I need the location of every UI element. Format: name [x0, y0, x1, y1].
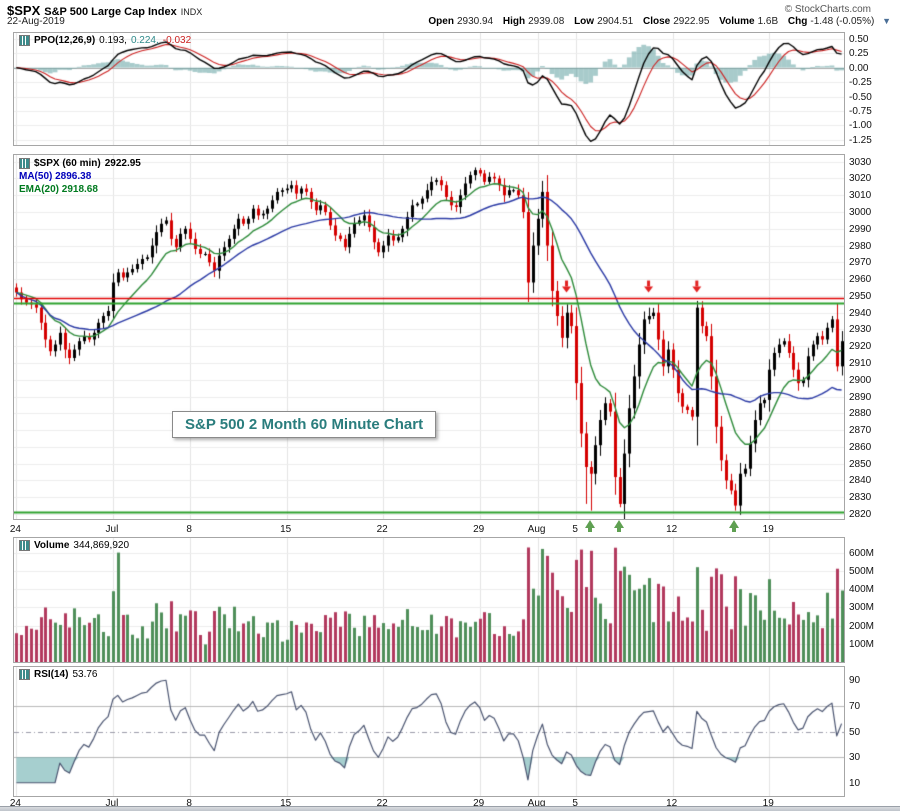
quote-strip: Open 2930.94 High 2939.08 Low 2904.51 Close…: [421, 16, 891, 27]
price-axis-label: 2980: [849, 240, 872, 252]
price-axis-label: 2870: [849, 425, 872, 437]
volume-panel: Volume 344,869,920: [13, 537, 845, 663]
bottom-resize-bar[interactable]: [0, 806, 900, 811]
ppo-axis-label: -1.25: [849, 134, 872, 146]
x-axis-label: 15: [280, 524, 292, 535]
x-axis-label: 29: [473, 524, 485, 535]
price-axis-label: 3030: [849, 156, 872, 168]
green-up-arrow-icon: [613, 520, 624, 532]
price-axis-label: 2880: [849, 408, 872, 420]
volume-axis-label: 300M: [849, 602, 875, 614]
ppo-axis-label: -1.00: [849, 120, 872, 132]
volume-axis-label: 600M: [849, 547, 875, 559]
copyright: © StockCharts.com: [784, 4, 871, 15]
open-value: 2930.94: [456, 16, 494, 27]
price-axis-label: 3000: [849, 207, 872, 219]
header-row-2: 22-Aug-2019 Open 2930.94 High 2939.08 Low 2…: [7, 16, 893, 29]
x-axis-label: Aug: [527, 524, 546, 535]
ppo-axis-label: 0.25: [849, 48, 869, 60]
price-axis-label: 2860: [849, 441, 872, 453]
volume-value: 1.6B: [757, 16, 779, 27]
price-axis-label: 2850: [849, 458, 872, 470]
symbol: $SPX: [7, 3, 41, 18]
price-axis-label: 3020: [849, 173, 872, 185]
rsi-axis-label: 70: [849, 700, 861, 712]
price-axis-label: 2900: [849, 374, 872, 386]
green-up-arrow-icon: [584, 520, 595, 532]
price-axis-label: 2940: [849, 307, 872, 319]
ppo-axis-label: 0.00: [849, 62, 869, 74]
price-axis-label: 2930: [849, 324, 872, 336]
price-axis-label: 2840: [849, 475, 872, 487]
volume-axis-label: 400M: [849, 584, 875, 596]
rsi-panel: RSI(14) 53.76: [13, 666, 845, 797]
exchange: INDX: [180, 7, 203, 17]
price-axis-label: 2950: [849, 290, 872, 302]
x-axis-label: Jul: [105, 524, 119, 535]
ppo-axis-label: -0.50: [849, 91, 872, 103]
x-axis-label: 19: [762, 524, 774, 535]
chg-label: Chg: [787, 16, 808, 27]
rsi-axis-label: 10: [849, 778, 861, 790]
price-panel: $SPX (60 min) 2922.95 MA(50) 2896.38 EMA…: [13, 154, 845, 520]
ppo-axis-label: 0.50: [849, 33, 869, 45]
price-axis-label: 2890: [849, 391, 872, 403]
price-canvas[interactable]: [14, 155, 844, 519]
volume-axis-label: 200M: [849, 620, 875, 632]
rsi-axis-label: 30: [849, 752, 861, 764]
green-up-arrow-icon: [729, 520, 740, 532]
volume-axis-label: 100M: [849, 638, 875, 650]
x-axis-label: 8: [186, 524, 192, 535]
low-label: Low: [574, 16, 595, 27]
x-axis-label: 22: [376, 524, 388, 535]
rsi-axis-label: 90: [849, 674, 861, 686]
price-axis-label: 2970: [849, 257, 872, 269]
chg-value: -1.48 (-0.05%): [810, 16, 875, 27]
low-value: 2904.51: [597, 16, 634, 27]
close-label: Close: [643, 16, 671, 27]
x-axis-label: 24: [9, 524, 21, 535]
ppo-canvas[interactable]: [14, 33, 844, 145]
high-label: High: [502, 16, 526, 27]
rsi-axis-label: 50: [849, 726, 861, 738]
dropdown-arrow-icon[interactable]: ▼: [882, 16, 891, 26]
rsi-canvas[interactable]: [14, 667, 844, 796]
x-axis-label: 5: [572, 524, 578, 535]
price-axis-label: 2960: [849, 274, 872, 286]
chart-date: 22-Aug-2019: [7, 16, 65, 27]
price-axis-label: 2830: [849, 492, 872, 504]
ppo-panel: PPO(12,26,9) 0.193, 0.224, -0.032: [13, 32, 845, 146]
open-label: Open: [428, 16, 454, 27]
price-axis-label: 3010: [849, 190, 872, 202]
volume-label: Volume: [719, 16, 755, 27]
ppo-axis-label: -0.75: [849, 105, 872, 117]
volume-axis-label: 500M: [849, 565, 875, 577]
price-axis-label: 2920: [849, 341, 872, 353]
volume-canvas[interactable]: [14, 538, 844, 662]
index-name: S&P 500 Large Cap Index: [44, 6, 177, 18]
close-value: 2922.95: [673, 16, 710, 27]
header-row-1: $SPX S&P 500 Large Cap Index INDX © StockC…: [7, 2, 893, 18]
price-axis-label: 2910: [849, 358, 872, 369]
x-axis-labels-main: 24 Jul 8 15 22 29 Aug 5 12 19: [9, 522, 845, 538]
price-axis-label: 2820: [849, 508, 872, 520]
high-value: 2939.08: [528, 16, 565, 27]
annotation-box: S&P 500 2 Month 60 Minute Chart: [172, 411, 437, 438]
ppo-axis-label: -0.25: [849, 77, 872, 89]
price-axis-label: 2990: [849, 223, 872, 235]
x-axis-label: 12: [666, 524, 678, 535]
